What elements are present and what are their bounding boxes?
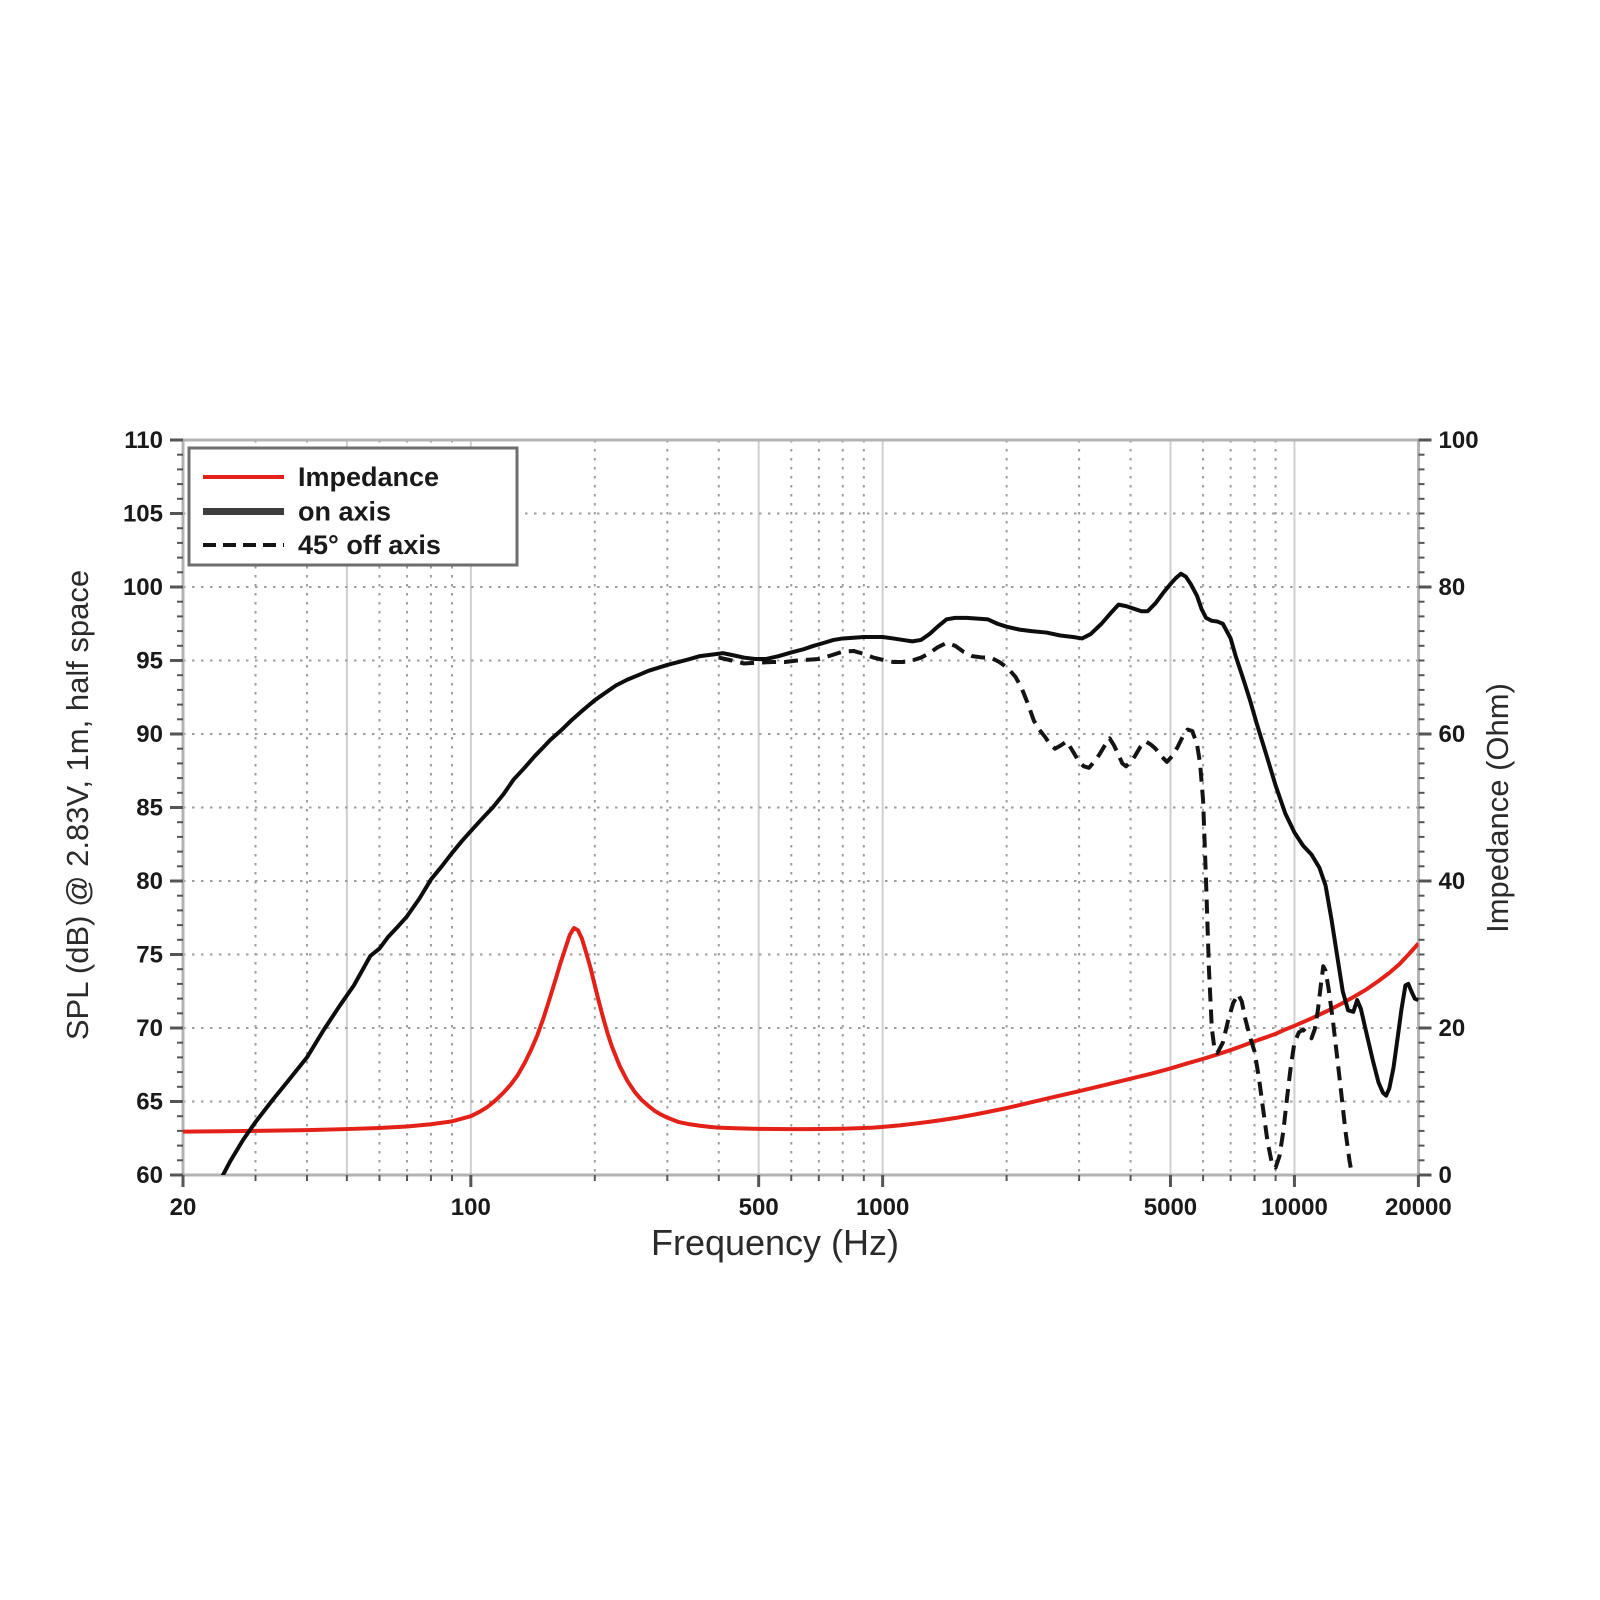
- spl-tick-label: 65: [136, 1089, 163, 1116]
- spl-tick-label: 90: [136, 721, 163, 748]
- spl-tick-label: 70: [136, 1015, 163, 1042]
- freq-tick-label: 1000: [856, 1194, 909, 1221]
- y-axis-title-left: SPL (dB) @ 2.83V, 1m, half space: [60, 569, 95, 1041]
- freq-tick-label: 20: [170, 1194, 197, 1221]
- spl-tick-label: 105: [123, 501, 163, 528]
- spl-tick-label: 85: [136, 795, 163, 822]
- legend-label: Impedance: [298, 462, 439, 492]
- spl-tick-label: 110: [124, 427, 163, 454]
- ohm-tick-label: 20: [1439, 1015, 1466, 1042]
- series-impedance: [183, 926, 1419, 1134]
- freq-tick-label: 20000: [1385, 1194, 1452, 1221]
- legend-label: 45° off axis: [298, 530, 441, 560]
- ohm-tick-label: 60: [1439, 721, 1466, 748]
- ohm-tick-label: 80: [1439, 574, 1466, 601]
- series-45-off-axis: [718, 640, 1355, 1175]
- freq-tick-label: 5000: [1144, 1194, 1197, 1221]
- y-axis-title-right: Impedance (Ohm): [1480, 683, 1515, 933]
- x-axis-title: Frequency (Hz): [650, 1222, 900, 1263]
- ohm-tick-label: 100: [1439, 427, 1479, 454]
- spl-tick-label: 60: [136, 1162, 163, 1189]
- series-on-axis: [220, 571, 1419, 1175]
- ohm-tick-label: 0: [1439, 1162, 1452, 1189]
- spl-tick-label: 95: [136, 648, 163, 675]
- spl-tick-label: 100: [123, 574, 163, 601]
- spl-tick-label: 80: [136, 868, 163, 895]
- ohm-tick-label: 40: [1439, 868, 1466, 895]
- freq-tick-label: 100: [451, 1194, 491, 1221]
- freq-tick-label: 10000: [1261, 1194, 1328, 1221]
- spl-tick-label: 75: [136, 942, 163, 969]
- freq-tick-label: 500: [739, 1194, 779, 1221]
- legend-label: on axis: [298, 497, 391, 527]
